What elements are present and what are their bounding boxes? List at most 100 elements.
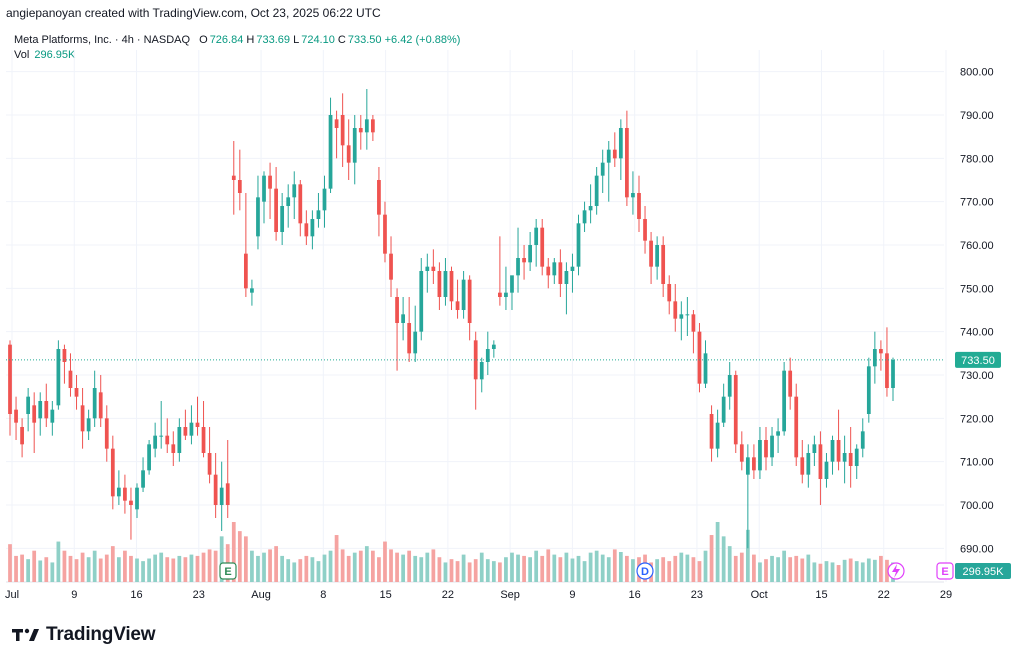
x-tick-label: Aug [251, 589, 271, 601]
candle-body [546, 266, 551, 276]
volume-bar [340, 549, 345, 582]
tradingview-logo: TradingView [12, 624, 156, 646]
volume-bar [92, 550, 97, 582]
last-price-badge [955, 351, 1001, 368]
volume-bar [794, 555, 799, 582]
candle-body [86, 418, 91, 432]
volume-bar [806, 554, 811, 582]
last-volume-badge [955, 563, 1011, 579]
x-tick-label: 22 [442, 589, 454, 601]
volume-bar [250, 550, 254, 582]
candle [364, 89, 369, 150]
candle-body [123, 487, 127, 501]
candle [727, 362, 732, 410]
volume-bar [280, 555, 285, 582]
candle [830, 435, 835, 475]
candle [401, 297, 405, 341]
volume-bar [564, 552, 569, 582]
candle-body [866, 366, 871, 414]
candle [709, 405, 714, 462]
volume-bar [328, 550, 333, 582]
price-axis[interactable]: 800.00 790.00 780.00 770.00 760.00 750.00 740.… [960, 67, 994, 556]
volume-bar [540, 555, 545, 582]
high-label: H [246, 34, 255, 46]
last-price-label: 733.50 [961, 355, 995, 367]
volume-bar [80, 552, 85, 582]
volume-bar [606, 557, 611, 582]
volume-bar [836, 565, 841, 582]
candle [44, 383, 49, 427]
candle-body [848, 453, 853, 466]
volume-bar [395, 552, 399, 582]
x-tick-label: 29 [940, 589, 952, 601]
volume-bar [256, 555, 260, 582]
volume-bar [739, 552, 744, 582]
candle [213, 453, 218, 518]
volume-bar [401, 554, 405, 582]
volume-bar [310, 557, 315, 582]
volume-bar [885, 559, 889, 582]
candle [806, 444, 811, 488]
y-tick-label: 790.00 [960, 110, 994, 122]
time-axis[interactable]: Jul 9 16 23 Aug 8 15 22 Sep 9 16 23 Oct 15 22 29 [5, 589, 952, 601]
candle-body [104, 418, 109, 449]
candle-body [165, 435, 170, 445]
candle [129, 487, 133, 540]
candle [171, 431, 176, 466]
volume-bar [213, 550, 218, 582]
volume-bar [842, 559, 847, 582]
volume-bar [800, 558, 805, 582]
candle [328, 97, 333, 193]
volume-bar [177, 555, 182, 582]
volume-bar [703, 550, 708, 582]
volume-bar [419, 557, 424, 582]
candle [395, 288, 399, 371]
candle [485, 331, 490, 375]
volume-bar [491, 561, 496, 582]
candle-body [292, 184, 297, 198]
volume-bar [322, 554, 327, 582]
candle-body [135, 487, 139, 510]
volume-bar [576, 555, 581, 582]
volume-bar [268, 549, 272, 582]
volume-bar [612, 549, 617, 582]
candle-body [552, 262, 557, 276]
axis-value-labels: 733.50 296.95K [955, 351, 1011, 579]
candle-body [673, 301, 678, 319]
change-value: +6.42 (+0.88%) [384, 34, 461, 46]
dividend-marker-label: D [641, 566, 649, 578]
volume-bar [129, 555, 133, 582]
candle [546, 258, 551, 289]
candle-body [643, 219, 647, 241]
candle [56, 340, 61, 410]
symbol-name: Meta Platforms, Inc. · 4h · NASDAQ [14, 34, 191, 46]
volume-bar [286, 559, 291, 582]
candle [498, 236, 502, 306]
candle-body [340, 115, 345, 146]
volume-bar [715, 522, 720, 582]
candle-body [576, 223, 581, 267]
candle [564, 262, 569, 315]
candle-body [606, 149, 611, 163]
earnings-marker: E [219, 562, 237, 580]
volume-bar [631, 559, 635, 582]
x-tick-label: 16 [629, 589, 641, 601]
candle-body [316, 210, 321, 219]
candle-body [721, 396, 726, 423]
low-value: 724.10 [301, 34, 335, 46]
dividend-marker: D [636, 562, 654, 580]
volume-bar [824, 561, 829, 582]
volume-bar [691, 557, 696, 582]
volume-bar [625, 555, 629, 582]
candle-body [419, 271, 424, 332]
candle-body [346, 145, 351, 163]
x-tick-label: 23 [691, 589, 703, 601]
candle-body [776, 431, 780, 436]
candle [733, 370, 738, 453]
candle [885, 327, 889, 397]
candle [32, 392, 37, 453]
volume-bar [292, 562, 297, 582]
candle [691, 310, 696, 354]
